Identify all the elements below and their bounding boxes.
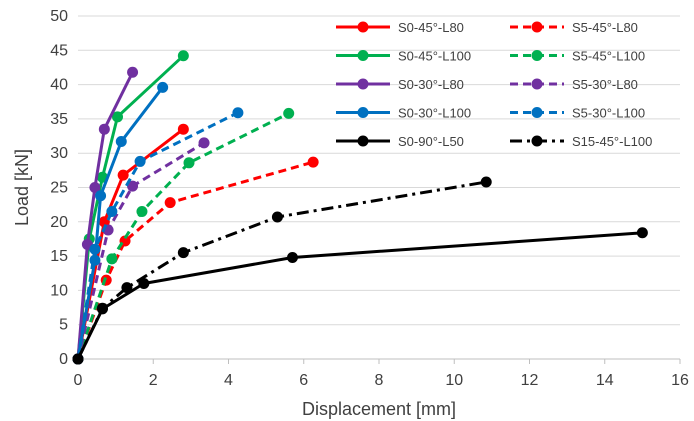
y-tick-label: 5 [59,317,68,334]
legend-label: S5-30°-L80 [572,77,638,92]
legend-entry: S5-30°-L100 [510,106,645,121]
series-line [78,56,183,359]
data-point [121,282,132,293]
data-point [99,124,110,135]
data-point [283,108,294,119]
y-tick-label: 40 [50,77,68,94]
y-tick-label: 45 [50,42,68,59]
legend-entry: S0-30°-L80 [336,77,464,92]
data-point [183,157,194,168]
legend-label: S5-30°-L100 [572,106,645,121]
axes: 0 5 10 15 20 25 30 35 40 45 50 0 2 4 6 8 10 12 14 16 [50,8,689,389]
data-point [165,197,176,208]
data-point [481,177,492,188]
data-point [287,252,298,263]
data-point [199,137,210,148]
legend-label: S5-45°-L100 [572,49,645,64]
y-tick-label: 35 [50,111,68,128]
legend-label: S0-90°-L50 [398,134,464,149]
legend-marker [532,22,543,33]
data-point [73,354,84,365]
y-tick-label: 20 [50,214,68,231]
y-tick-label: 25 [50,180,68,197]
legend-label: S5-45°-L80 [572,20,638,35]
data-point [232,107,243,118]
legend-label: S0-30°-L100 [398,106,471,121]
y-axis-title: Load [kN] [12,149,32,226]
data-point [178,50,189,61]
legend-label: S0-30°-L80 [398,77,464,92]
x-tick-label: 10 [445,372,463,389]
legend-label: S0-45°-L80 [398,20,464,35]
series-10 [73,177,492,365]
series-lines [73,50,648,364]
x-tick-label: 14 [596,372,614,389]
legend-marker [532,79,543,90]
series-line [78,233,642,359]
series-7 [73,82,169,365]
data-point [136,206,147,217]
x-tick-label: 12 [521,372,539,389]
legend-entry: S15-45°-L100 [510,134,652,149]
data-point [89,244,100,255]
data-point [178,124,189,135]
x-tick-label: 6 [299,372,308,389]
y-tick-label: 0 [59,351,68,368]
legend-entry: S0-30°-L100 [336,106,471,121]
x-tick-label: 0 [74,372,83,389]
legend-marker [532,50,543,61]
data-point [308,157,319,168]
data-point [106,206,117,217]
legend-marker [358,22,369,33]
legend-entry: S0-90°-L50 [336,134,464,149]
legend-entry: S0-45°-L80 [336,20,464,35]
legend-label: S15-45°-L100 [572,134,652,149]
data-point [135,156,146,167]
x-tick-label: 8 [375,372,384,389]
legend-entry: S5-30°-L80 [510,77,638,92]
data-point [178,247,189,258]
legend-entry: S5-45°-L80 [510,20,638,35]
data-point [95,190,106,201]
x-axis-title: Displacement [mm] [302,399,456,419]
legend-label: S0-45°-L100 [398,49,471,64]
data-point [157,82,168,93]
x-tick-label: 2 [149,372,158,389]
data-point [127,67,138,78]
x-tick-label: 4 [224,372,233,389]
series-9 [73,227,648,364]
y-tick-label: 15 [50,248,68,265]
legend-marker [358,50,369,61]
legend-marker [358,107,369,118]
data-point [106,253,117,264]
data-point [116,136,127,147]
y-tick-label: 30 [50,145,68,162]
series-4 [73,108,295,365]
data-point [637,227,648,238]
legend-marker [532,107,543,118]
data-point [97,303,108,314]
x-tick-label: 16 [671,372,689,389]
y-tick-label: 50 [50,8,68,25]
data-point [272,211,283,222]
legend-marker [358,79,369,90]
legend-marker [358,136,369,147]
data-point [118,170,129,181]
y-tick-label: 10 [50,282,68,299]
legend-marker [532,136,543,147]
